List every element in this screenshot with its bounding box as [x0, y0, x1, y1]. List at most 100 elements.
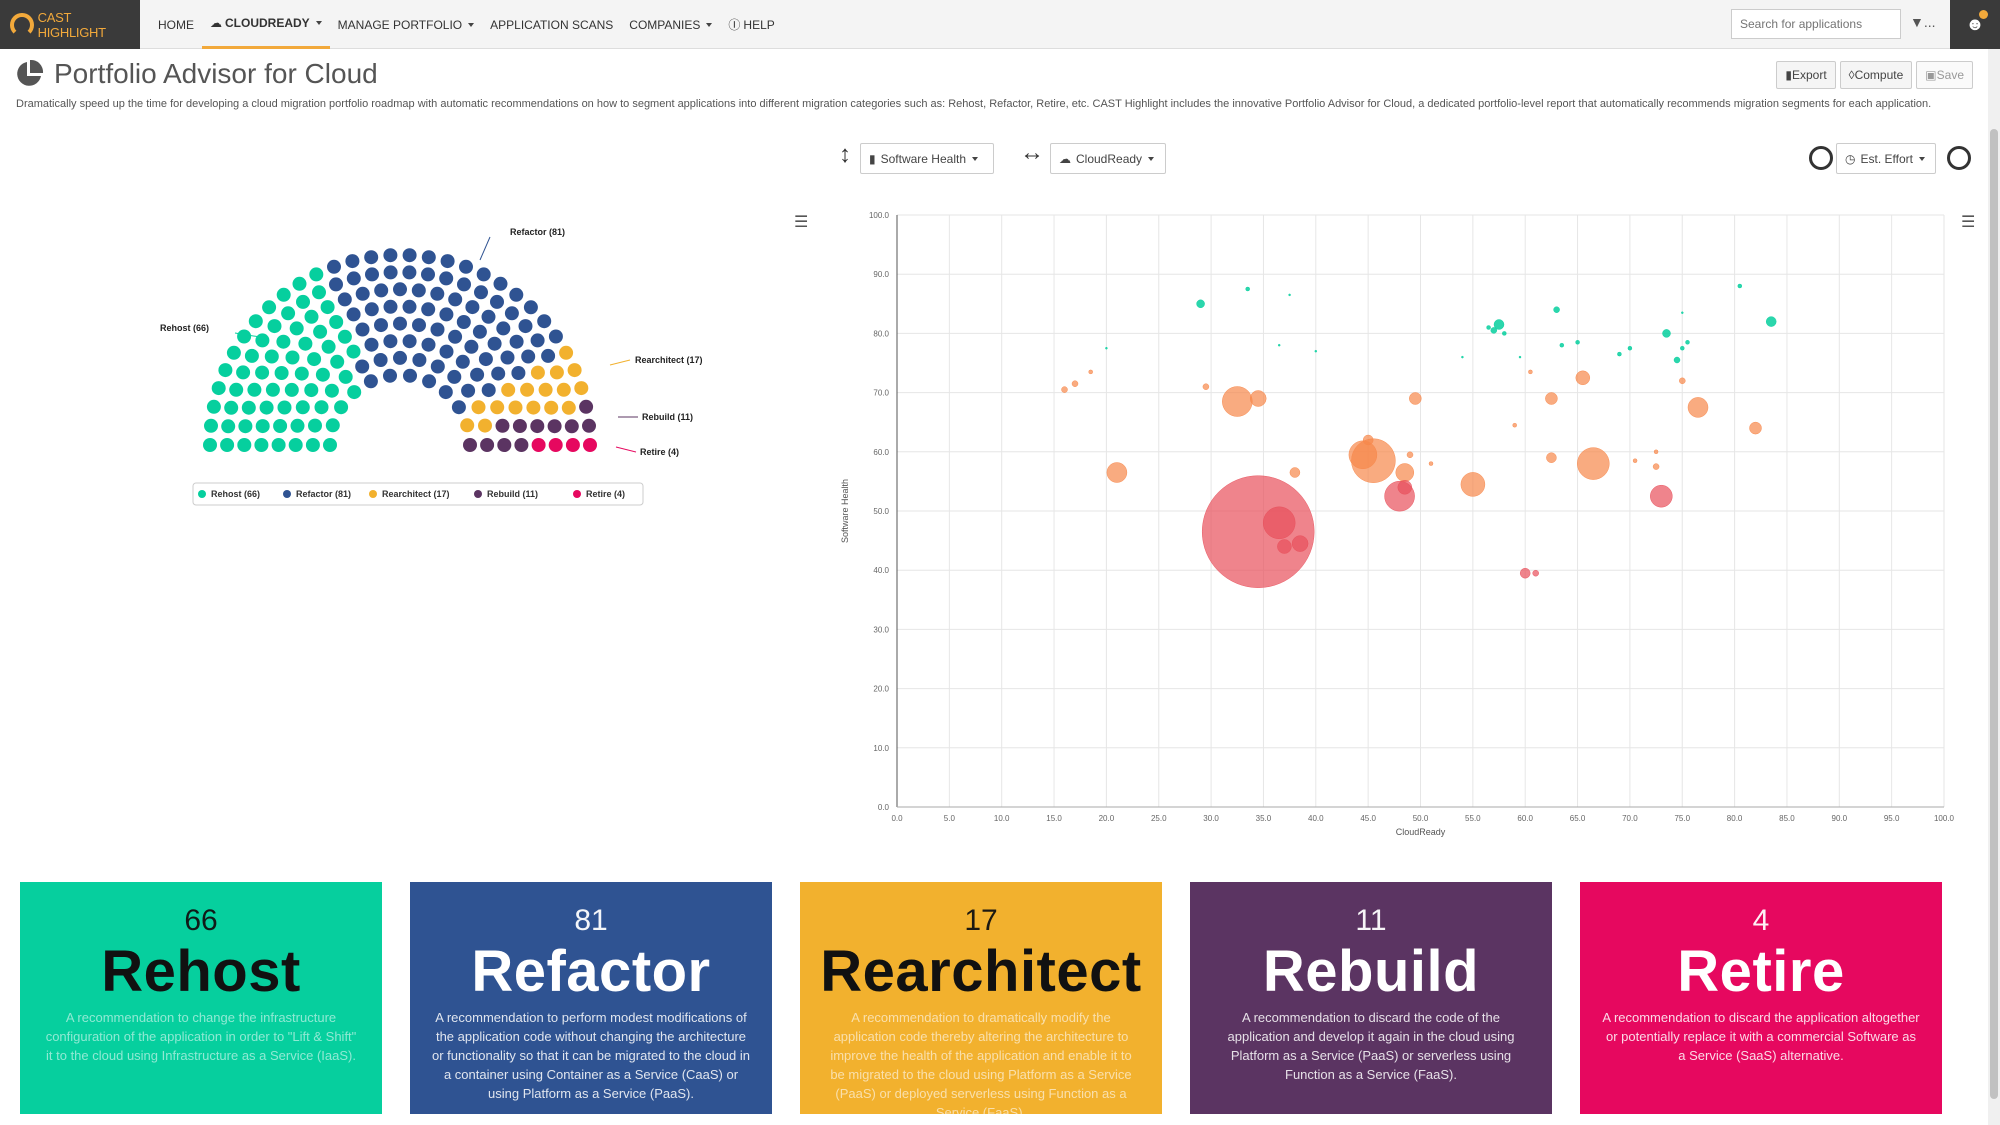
seat-refactor[interactable]: [548, 329, 563, 344]
bubble-point[interactable]: [1362, 434, 1374, 446]
seat-refactor[interactable]: [402, 265, 417, 280]
seat-refactor[interactable]: [456, 315, 471, 329]
bubble-point[interactable]: [1502, 331, 1507, 336]
nav-item-manage-portfolio[interactable]: MANAGE PORTFOLIO: [330, 0, 482, 49]
seat-rehost[interactable]: [224, 400, 239, 415]
seat-rehost[interactable]: [308, 418, 322, 433]
seat-rehost[interactable]: [330, 354, 345, 369]
seat-rearchitect[interactable]: [561, 400, 576, 415]
bubble-point[interactable]: [1071, 380, 1079, 387]
seat-refactor[interactable]: [518, 319, 533, 334]
seat-refactor[interactable]: [383, 368, 397, 383]
seat-rehost[interactable]: [296, 294, 310, 309]
seat-refactor[interactable]: [421, 250, 436, 265]
gauge-icon[interactable]: [1947, 146, 1971, 170]
seat-rehost[interactable]: [325, 418, 340, 433]
seat-refactor[interactable]: [448, 292, 463, 307]
nav-item-home[interactable]: HOME: [150, 0, 202, 49]
seat-rehost[interactable]: [312, 285, 326, 300]
seat-refactor[interactable]: [447, 369, 462, 384]
seat-refactor[interactable]: [402, 334, 417, 349]
seat-refactor[interactable]: [346, 307, 361, 322]
seat-rebuild[interactable]: [495, 418, 510, 433]
filter-button[interactable]: ▼...: [1910, 14, 1936, 30]
seat-refactor[interactable]: [430, 286, 445, 301]
bubble-point[interactable]: [1559, 342, 1565, 348]
seat-retire[interactable]: [583, 438, 597, 452]
seat-rehost[interactable]: [320, 300, 335, 315]
seat-refactor[interactable]: [438, 385, 453, 400]
bubble-point[interactable]: [1617, 351, 1622, 357]
seat-refactor[interactable]: [509, 287, 524, 302]
segment-card-rearchitect[interactable]: 17 Rearchitect A recommendation to dramati…: [800, 882, 1162, 1120]
seat-rehost[interactable]: [276, 287, 291, 302]
seat-rebuild[interactable]: [512, 419, 527, 433]
nav-item-application-scans[interactable]: APPLICATION SCANS: [482, 0, 621, 49]
bubble-point[interactable]: [1105, 346, 1108, 350]
seat-rehost[interactable]: [276, 334, 291, 349]
seat-rehost[interactable]: [236, 365, 251, 380]
seat-rehost[interactable]: [289, 321, 304, 336]
seat-rehost[interactable]: [229, 382, 244, 397]
seat-rehost[interactable]: [294, 366, 309, 381]
seat-refactor[interactable]: [474, 285, 488, 300]
seat-refactor[interactable]: [393, 282, 407, 297]
seat-refactor[interactable]: [329, 277, 343, 292]
legend-item-rearchitect[interactable]: Rearchitect (17): [369, 489, 450, 499]
seat-rehost[interactable]: [329, 315, 344, 329]
seat-rearchitect[interactable]: [490, 400, 505, 415]
nav-item-help[interactable]: ⓘ HELP: [720, 0, 782, 49]
seat-rehost[interactable]: [271, 438, 286, 452]
seat-rearchitect[interactable]: [471, 400, 486, 415]
seat-refactor[interactable]: [402, 248, 417, 263]
seat-refactor[interactable]: [530, 333, 545, 348]
seat-rehost[interactable]: [285, 350, 300, 365]
seat-rehost[interactable]: [309, 267, 324, 282]
seat-rehost[interactable]: [264, 349, 279, 364]
seat-rehost[interactable]: [277, 400, 292, 415]
bubble-point[interactable]: [1519, 567, 1531, 579]
seat-rehost[interactable]: [304, 309, 319, 324]
bubble-point[interactable]: [1428, 461, 1434, 466]
seat-refactor[interactable]: [457, 277, 471, 292]
seat-refactor[interactable]: [421, 337, 436, 352]
size-dropdown[interactable]: ◷ Est. Effort: [1836, 143, 1936, 174]
bubble-point[interactable]: [1749, 421, 1762, 435]
seat-retire[interactable]: [548, 438, 563, 452]
bubble-point[interactable]: [1245, 286, 1250, 292]
bubble-point[interactable]: [1314, 349, 1318, 353]
seat-rebuild[interactable]: [564, 419, 579, 434]
bubble-point[interactable]: [1765, 316, 1777, 327]
seat-rearchitect[interactable]: [556, 382, 571, 397]
legend-item-rebuild[interactable]: Rebuild (11): [474, 489, 538, 499]
seat-refactor[interactable]: [393, 316, 407, 331]
seat-rehost[interactable]: [321, 339, 336, 354]
seat-refactor[interactable]: [439, 307, 454, 322]
bubble-point[interactable]: [1409, 392, 1422, 405]
seat-rehost[interactable]: [304, 383, 319, 398]
seat-rehost[interactable]: [295, 400, 310, 415]
seat-rehost[interactable]: [237, 329, 252, 344]
seat-refactor[interactable]: [402, 299, 417, 314]
user-menu-button[interactable]: ☻: [1950, 0, 2000, 49]
seat-refactor[interactable]: [509, 334, 524, 349]
seat-refactor[interactable]: [355, 286, 370, 301]
seat-rehost[interactable]: [259, 400, 274, 415]
bubble-point[interactable]: [1196, 299, 1205, 309]
bubble-point[interactable]: [1493, 319, 1505, 330]
seat-rehost[interactable]: [204, 418, 218, 433]
seat-rehost[interactable]: [307, 352, 322, 367]
bubble-point[interactable]: [1528, 369, 1533, 375]
seat-rearchitect[interactable]: [460, 418, 475, 433]
seat-rehost[interactable]: [288, 438, 303, 452]
seat-refactor[interactable]: [365, 267, 379, 282]
seat-rearchitect[interactable]: [544, 400, 559, 415]
seat-refactor[interactable]: [523, 300, 538, 315]
seat-rehost[interactable]: [221, 419, 236, 434]
bubble-point[interactable]: [1681, 311, 1684, 314]
bubble-point[interactable]: [1652, 463, 1660, 470]
bubble-point[interactable]: [1406, 451, 1414, 459]
bubble-point[interactable]: [1575, 340, 1580, 345]
seat-rehost[interactable]: [237, 438, 252, 452]
seat-refactor[interactable]: [412, 353, 427, 367]
